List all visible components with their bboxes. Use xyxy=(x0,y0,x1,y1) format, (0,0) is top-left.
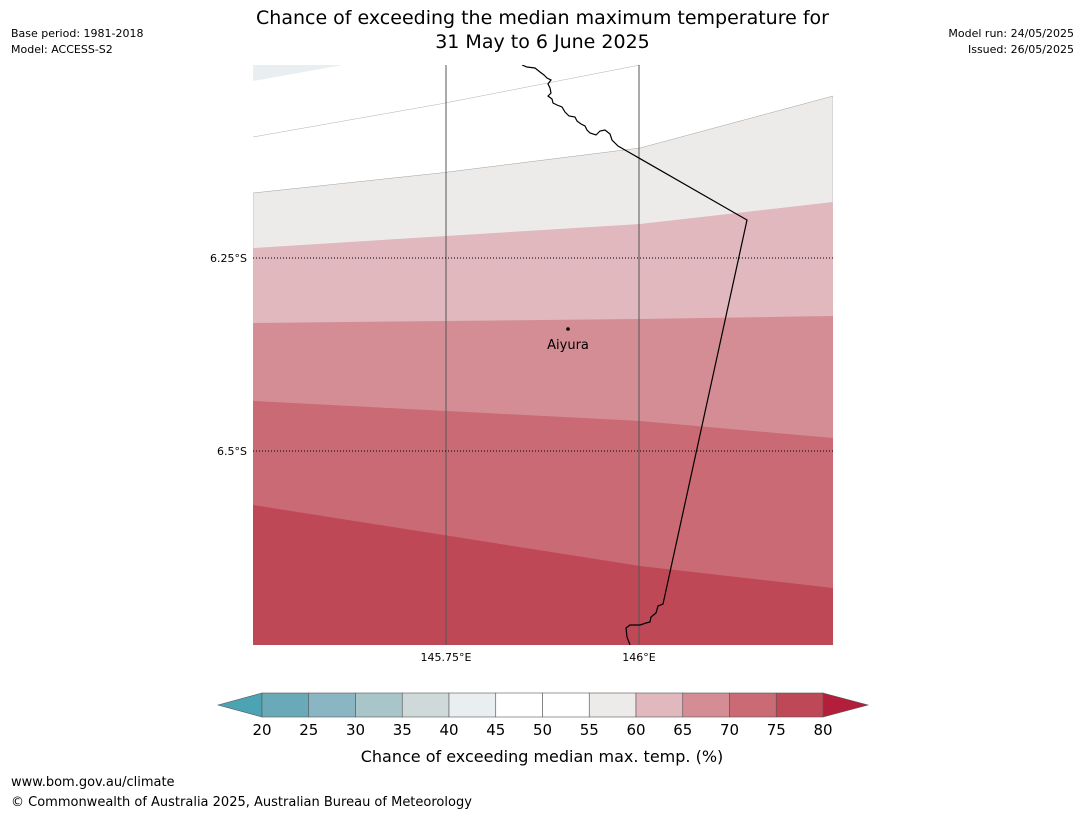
colorbar-tick-label: 30 xyxy=(346,721,365,739)
colorbar-swatch xyxy=(355,692,403,718)
place-label: Aiyura xyxy=(547,338,589,353)
colorbar-swatch xyxy=(635,692,684,718)
border-line xyxy=(521,65,748,645)
colorbar: 20 25 30 35 40 45 50 55 60 65 70 75 80 xyxy=(216,692,870,739)
lat-label-6-5: 6.5°S xyxy=(217,445,247,458)
colorbar-over-arrow xyxy=(822,692,870,718)
copyright: © Commonwealth of Australia 2025, Austra… xyxy=(11,795,472,810)
colorbar-label: Chance of exceeding median max. temp. (%… xyxy=(361,747,724,766)
colorbar-tick-label: 35 xyxy=(393,721,412,739)
lon-label-146: 146°E xyxy=(622,651,655,664)
run-info: Model run: 24/05/2025 Issued: 26/05/2025 xyxy=(948,26,1074,58)
map-title: Chance of exceeding the median maximum t… xyxy=(0,6,1085,54)
colorbar-swatch xyxy=(448,692,497,718)
title-line-2: 31 May to 6 June 2025 xyxy=(435,31,650,53)
colorbar-tick-label: 80 xyxy=(813,721,832,739)
colorbar-swatch xyxy=(261,692,310,718)
colorbar-tick-label: 25 xyxy=(299,721,318,739)
issued-date: Issued: 26/05/2025 xyxy=(967,43,1074,56)
colorbar-tick-label: 50 xyxy=(533,721,552,739)
model-run: Model run: 24/05/2025 xyxy=(948,27,1074,40)
base-period: Base period: 1981-2018 xyxy=(11,27,144,40)
colorbar-swatch xyxy=(401,692,450,718)
colorbar-tick-label: 40 xyxy=(439,721,458,739)
colorbar-tick-label: 65 xyxy=(673,721,692,739)
colorbar-tick-label: 70 xyxy=(720,721,739,739)
contour-line xyxy=(253,65,641,138)
colorbar-swatch xyxy=(682,692,730,718)
map-panel: Aiyura xyxy=(253,65,833,645)
model-info: Base period: 1981-2018 Model: ACCESS-S2 xyxy=(11,26,143,58)
lon-label-145-75: 145.75°E xyxy=(421,651,472,664)
site-link[interactable]: www.bom.gov.au/climate xyxy=(11,775,175,790)
model-name: Model: ACCESS-S2 xyxy=(11,43,113,56)
colorbar-tick-label: 20 xyxy=(252,721,271,739)
colorbar-swatch xyxy=(775,692,824,718)
place-marker xyxy=(566,327,570,331)
colorbar-swatch xyxy=(495,692,543,718)
lat-label-6-25: 6.25°S xyxy=(210,252,247,265)
colorbar-tick-label: 55 xyxy=(580,721,599,739)
colorbar-swatch xyxy=(729,692,777,718)
colorbar-under-arrow xyxy=(216,692,263,718)
colorbar-swatch xyxy=(588,692,637,718)
colorbar-tick-label: 75 xyxy=(767,721,786,739)
colorbar-swatch xyxy=(308,692,356,718)
colorbar-tick-label: 45 xyxy=(486,721,505,739)
title-line-1: Chance of exceeding the median maximum t… xyxy=(256,7,829,29)
colorbar-swatch xyxy=(542,692,590,718)
colorbar-tick-label: 60 xyxy=(626,721,645,739)
band-75-80 xyxy=(253,505,833,645)
